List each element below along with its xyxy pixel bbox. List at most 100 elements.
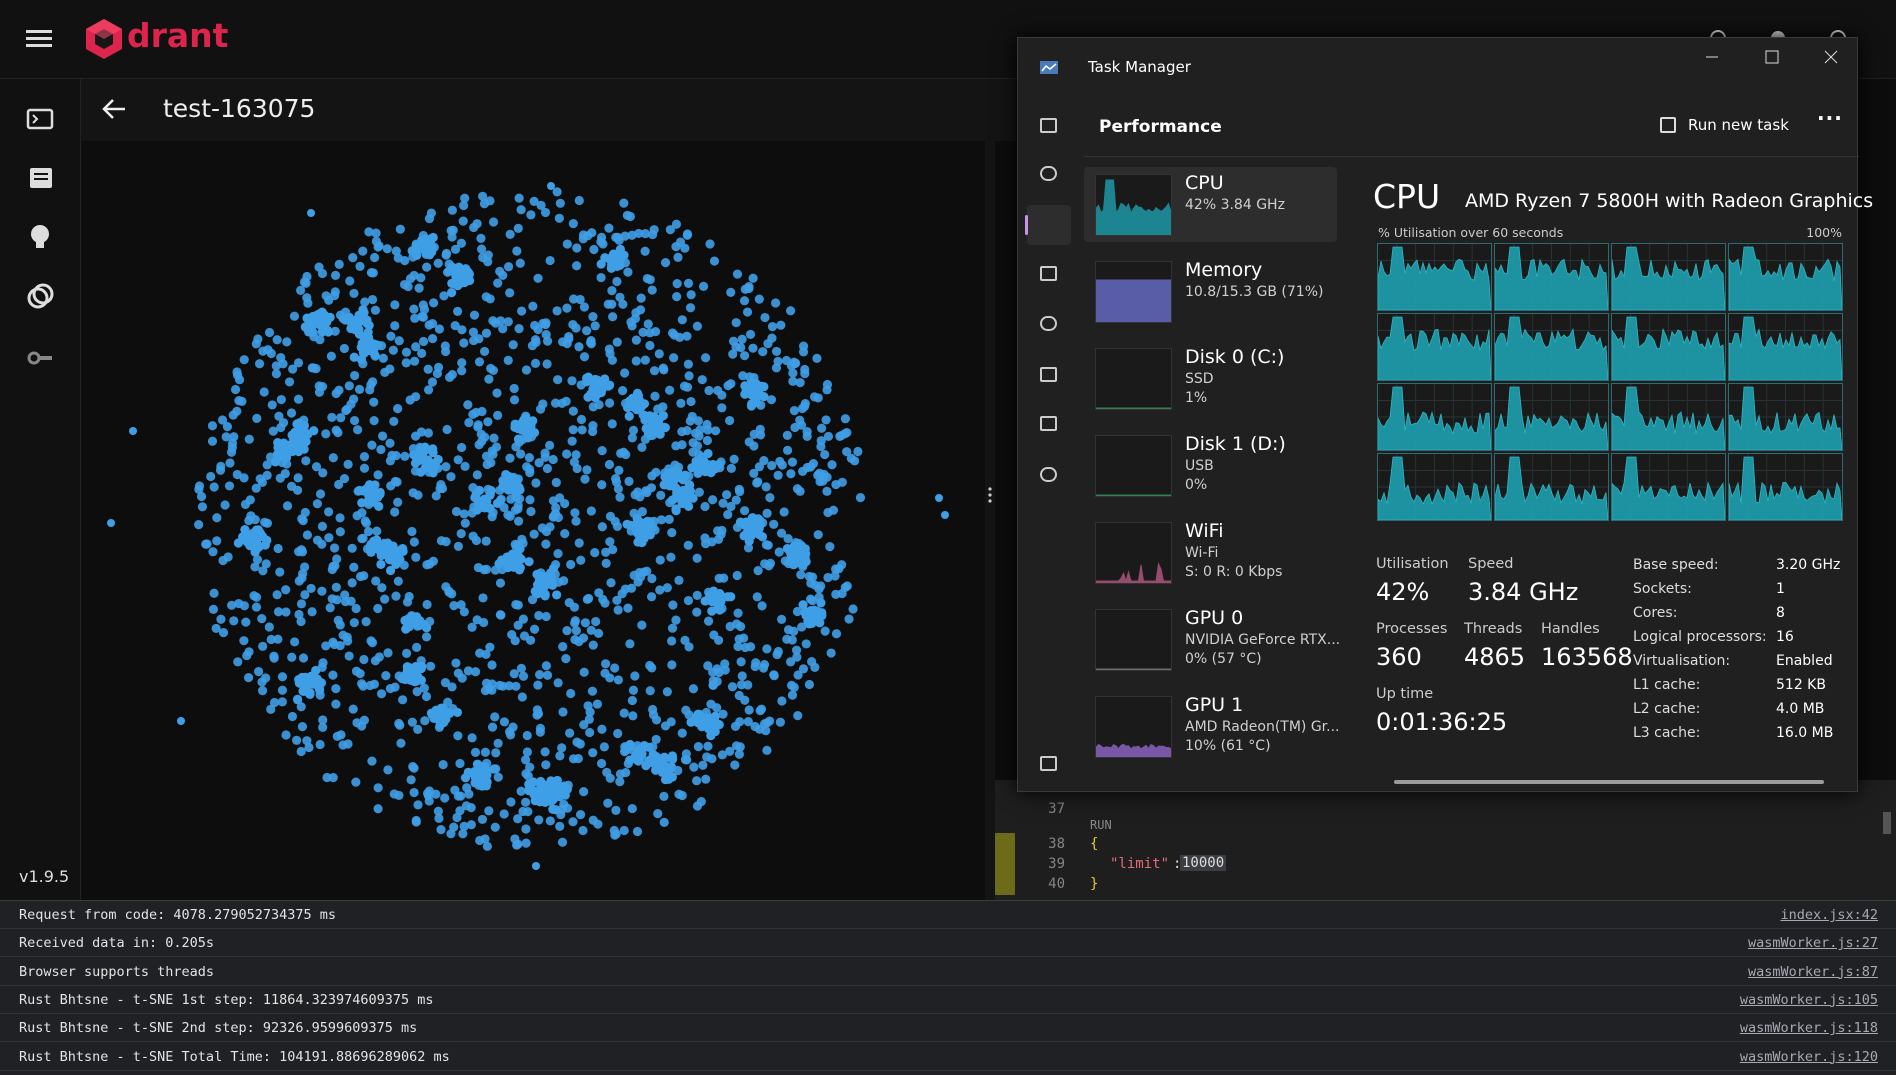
console-source-link[interactable]: wasmWorker.js:118 <box>1739 1020 1878 1037</box>
point <box>533 273 543 283</box>
point <box>650 417 661 427</box>
more-button[interactable]: ··· <box>1817 106 1843 130</box>
json-key: "limit" <box>1110 856 1170 872</box>
point <box>732 570 742 581</box>
run-label[interactable]: RUN <box>1090 818 1112 832</box>
point <box>234 598 244 609</box>
point <box>801 639 811 649</box>
point <box>287 481 297 492</box>
point <box>545 816 555 826</box>
point <box>416 467 426 477</box>
console-source-link[interactable]: wasmWorker.js:27 <box>1747 935 1878 952</box>
device-item[interactable]: GPU 0 NVIDIA GeForce RTX... 0% (57 °C) <box>1185 607 1340 667</box>
device-item[interactable]: CPU 42% 3.84 GHz <box>1185 172 1335 213</box>
point <box>455 758 465 769</box>
point <box>582 326 592 336</box>
point <box>783 534 793 544</box>
point <box>579 352 590 362</box>
menu-button[interactable] <box>26 28 54 50</box>
device-item[interactable]: Disk 0 (C:) SSD 1% <box>1185 346 1335 406</box>
nav-icon[interactable] <box>1040 266 1057 281</box>
point <box>760 312 770 323</box>
point <box>535 669 545 680</box>
horizontal-scrollbar[interactable] <box>1394 780 1824 784</box>
point <box>528 301 538 311</box>
nav-icon[interactable] <box>1040 316 1057 331</box>
point <box>478 593 488 603</box>
sidebar-icons[interactable] <box>26 108 56 378</box>
point <box>232 469 242 480</box>
run-new-task-button[interactable]: Run new task <box>1688 116 1789 134</box>
point <box>505 229 515 239</box>
point <box>388 345 398 355</box>
point <box>468 531 478 541</box>
point <box>519 631 530 641</box>
point <box>792 652 802 662</box>
point <box>700 596 710 606</box>
point <box>605 511 616 521</box>
splitter[interactable] <box>985 141 995 900</box>
nav-icon[interactable] <box>1040 118 1057 133</box>
nav-icon[interactable] <box>1040 166 1057 181</box>
point <box>698 760 708 770</box>
device-item[interactable]: WiFi Wi-Fi S: 0 R: 0 Kbps <box>1185 520 1335 580</box>
point <box>509 669 519 679</box>
point <box>736 657 746 667</box>
point <box>653 404 663 414</box>
point <box>683 595 694 606</box>
point <box>395 224 405 234</box>
nav-icon[interactable] <box>1040 756 1057 771</box>
point <box>484 374 494 384</box>
point <box>703 448 713 459</box>
code-editor[interactable]: 37 38 39 40 RUN {"limit":10000} <box>995 780 1896 900</box>
point <box>614 235 624 246</box>
point <box>251 602 262 612</box>
point <box>529 788 539 798</box>
core-graph <box>1728 383 1843 451</box>
point <box>591 616 601 627</box>
point <box>828 505 839 515</box>
point <box>456 442 467 453</box>
window-controls[interactable] <box>1703 47 1853 67</box>
point <box>508 340 518 350</box>
point <box>588 402 598 412</box>
console-source-link[interactable]: wasmWorker.js:120 <box>1739 1048 1878 1065</box>
point <box>599 742 609 752</box>
device-item[interactable]: Disk 1 (D:) USB 0% <box>1185 433 1335 493</box>
point <box>765 493 775 503</box>
point <box>218 555 228 566</box>
point <box>597 724 607 734</box>
point <box>664 514 674 524</box>
point <box>526 210 536 220</box>
console-source-link[interactable]: wasmWorker.js:87 <box>1747 963 1878 980</box>
point <box>667 328 678 338</box>
device-name: Memory <box>1185 259 1263 281</box>
point <box>303 298 313 308</box>
thumbnail-area <box>1096 407 1171 409</box>
console-source-link[interactable]: index.jsx:42 <box>1780 907 1878 923</box>
point <box>703 741 713 751</box>
point <box>804 571 814 582</box>
point <box>619 708 629 718</box>
nav-icon[interactable] <box>1040 367 1057 382</box>
point <box>703 616 714 626</box>
point <box>677 790 687 801</box>
nav-icon[interactable] <box>1040 467 1057 482</box>
splitter-handle[interactable] <box>986 486 994 506</box>
stat-label: Utilisation <box>1376 556 1449 572</box>
point <box>440 678 451 688</box>
point <box>318 722 328 733</box>
device-item[interactable]: GPU 1 AMD Radeon(TM) Gr... 10% (61 °C) <box>1185 694 1340 754</box>
point <box>610 254 621 264</box>
console-source-link[interactable]: wasmWorker.js:105 <box>1739 991 1878 1008</box>
point <box>421 623 432 633</box>
point <box>632 826 643 837</box>
point <box>774 547 784 557</box>
point <box>782 634 792 644</box>
nav-icon[interactable] <box>1040 416 1057 431</box>
point <box>389 416 399 427</box>
back-button[interactable] <box>101 97 127 121</box>
point <box>466 820 476 830</box>
device-item[interactable]: Memory 10.8/15.3 GB (71%) <box>1185 259 1335 300</box>
